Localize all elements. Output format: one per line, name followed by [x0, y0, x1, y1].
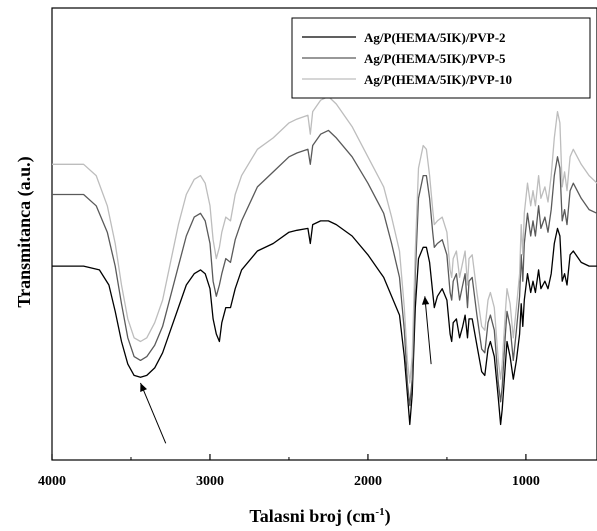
x-tick-label-1: 3000 [196, 474, 224, 489]
x-axis-label-close: ) [385, 506, 391, 527]
annotation-arrow-1 [424, 296, 432, 365]
plot-frame [51, 7, 597, 461]
legend-label-2: Ag/P(HEMA/5IK)/PVP-10 [364, 72, 512, 87]
series-line-0 [52, 220, 597, 426]
series-layer [52, 95, 597, 426]
x-axis-label: Talasni broj (cm-1) [249, 506, 390, 527]
x-axis-label-main: Talasni broj (cm [249, 506, 375, 527]
legend: Ag/P(HEMA/5IK)/PVP-2 Ag/P(HEMA/5IK)/PVP-… [291, 17, 591, 99]
x-axis-label-sup: -1 [375, 506, 384, 518]
legend-label-1: Ag/P(HEMA/5IK)/PVP-5 [364, 51, 506, 66]
series-line-1 [52, 129, 597, 407]
y-axis-label: Transmitanca (a.u.) [14, 156, 35, 307]
x-tick-label-2: 2000 [354, 474, 382, 489]
annotation-layer [140, 296, 432, 444]
legend-label-0: Ag/P(HEMA/5IK)/PVP-2 [364, 30, 506, 45]
series-line-2 [52, 95, 597, 384]
annotation-arrow-0 [140, 382, 167, 444]
annotation-arrowhead-1 [421, 296, 430, 305]
x-tick-label-0: 4000 [38, 474, 66, 489]
x-axis-ticks: 4000 3000 2000 1000 [38, 454, 540, 489]
x-tick-label-3: 1000 [512, 474, 540, 489]
annotation-arrowhead-0 [140, 382, 148, 392]
